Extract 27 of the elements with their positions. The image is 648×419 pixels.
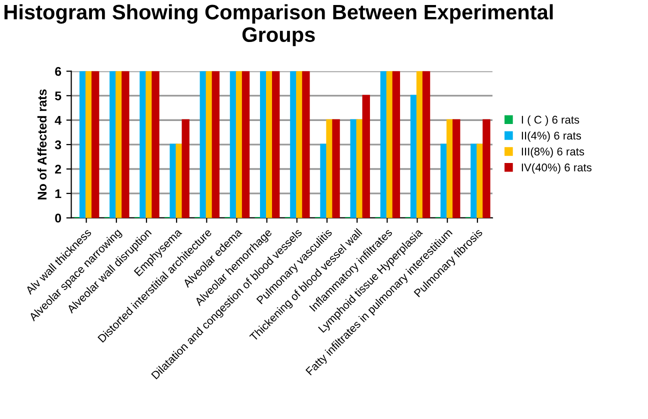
bar [122, 71, 130, 218]
bar [182, 119, 190, 218]
y-tick-label: 6 [55, 67, 62, 76]
y-tick-label: 2 [55, 164, 62, 174]
bar [332, 119, 340, 218]
bar [362, 94, 370, 218]
legend-label: I ( C ) 6 rats [522, 116, 580, 126]
bar [212, 71, 220, 218]
y-axis-title: No of Affected rats [37, 89, 47, 200]
y-tick-label: 3 [54, 140, 62, 150]
legend-label: II(4%) 6 rats [522, 131, 582, 142]
bar [272, 71, 280, 218]
bar [302, 71, 310, 218]
bar [422, 71, 430, 218]
bar [92, 71, 100, 218]
legend-label: IV(40%) 6 rats [522, 163, 592, 174]
y-tick-label: 0 [55, 214, 62, 223]
y-tick-label: 4 [54, 116, 62, 125]
bar [482, 119, 490, 218]
legend-label: III(8%) 6 rats [522, 147, 584, 158]
bar [152, 71, 160, 218]
bar [452, 119, 460, 218]
bar [242, 71, 250, 218]
y-tick-label: 5 [54, 92, 62, 100]
y-tick-label: 1 [55, 189, 62, 198]
chart-title: Histogram Showing Comparison Between Experimental Groups [4, 4, 553, 46]
bar [392, 71, 400, 218]
